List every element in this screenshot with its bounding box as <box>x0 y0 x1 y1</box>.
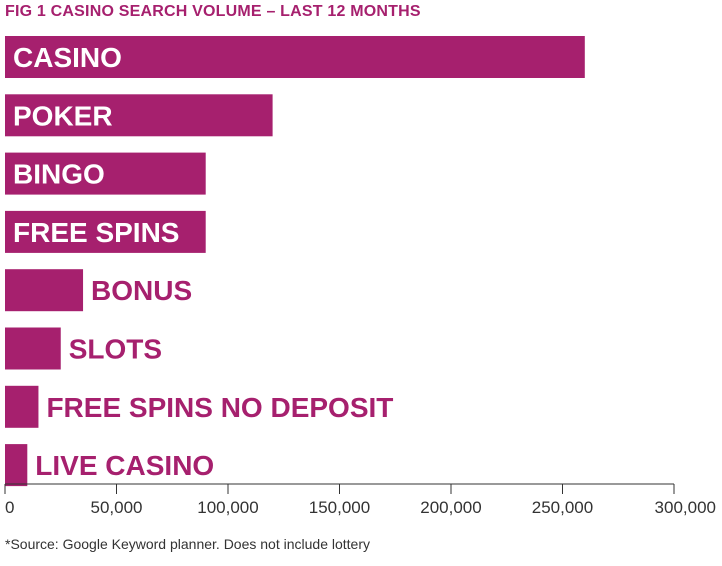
bar-bonus <box>5 269 84 312</box>
bar-label: BONUS <box>91 275 192 306</box>
bar-label: FREE SPINS <box>13 217 179 248</box>
bar-label: BINGO <box>13 159 105 190</box>
x-tick-label: 50,000 <box>91 498 143 517</box>
bar-free-spins <box>5 210 206 253</box>
bar-label: SLOTS <box>69 334 162 365</box>
x-tick-label: 250,000 <box>532 498 593 517</box>
source-footnote: *Source: Google Keyword planner. Does no… <box>5 536 370 552</box>
x-tick-label: 0 <box>5 498 14 517</box>
bar-poker <box>5 94 273 137</box>
bar-label: CASINO <box>13 42 122 73</box>
figure-number: FIG 1 <box>5 3 47 20</box>
bar-casino <box>5 36 585 78</box>
chart-title-text: CASINO SEARCH VOLUME – LAST 12 MONTHS <box>50 3 421 20</box>
bar-live-casino <box>5 444 28 487</box>
bar-free-spins-no-deposit <box>5 385 39 428</box>
x-tick-label: 300,000 <box>655 498 716 517</box>
bar-label: FREE SPINS NO DEPOSIT <box>46 392 393 423</box>
bar-bingo <box>5 152 206 195</box>
x-tick-label: 100,000 <box>197 498 258 517</box>
bar-slots <box>5 327 61 370</box>
x-tick-label: 150,000 <box>309 498 370 517</box>
chart-title: FIG 1 CASINO SEARCH VOLUME – LAST 12 MON… <box>5 3 421 21</box>
bar-label: POKER <box>13 100 113 131</box>
x-tick-label: 200,000 <box>420 498 481 517</box>
bar-label: LIVE CASINO <box>35 450 214 481</box>
